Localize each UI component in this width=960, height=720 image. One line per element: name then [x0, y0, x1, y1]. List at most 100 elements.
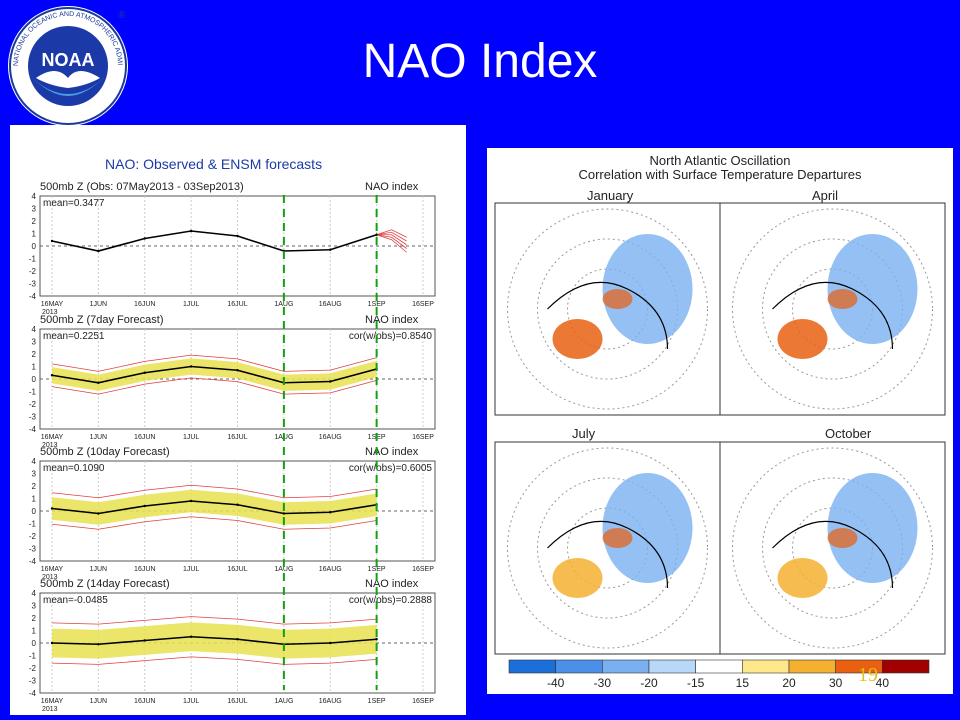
y-tick-label: -3: [29, 413, 37, 422]
correlation-map-svg: North Atlantic Oscillation Correlation w…: [494, 153, 946, 690]
ensemble-spread: [52, 358, 377, 391]
colorbar-label: -40: [547, 676, 565, 690]
positive-anomaly-region: [827, 289, 858, 309]
x-tick-label: 1AUG: [274, 698, 293, 705]
x-tick-label: 16AUG: [319, 301, 342, 308]
x-tick-label: 16JUL: [227, 434, 247, 441]
y-tick-label: -3: [29, 677, 37, 686]
x-tick-label: 1JUL: [183, 301, 199, 308]
nao-data-point: [189, 499, 193, 503]
nao-data-point: [143, 504, 146, 508]
colorbar-label: 15: [736, 676, 750, 690]
month-label: April: [812, 188, 838, 203]
y-tick-label: -4: [29, 557, 37, 566]
colorbar-swatch: [882, 659, 930, 674]
year-label: 2013: [42, 442, 58, 449]
y-tick-label: 2: [32, 482, 37, 491]
nao-data-point: [329, 380, 332, 383]
positive-anomaly-region: [552, 319, 603, 359]
x-tick-label: 16SEP: [412, 566, 434, 573]
y-tick-label: 4: [32, 589, 37, 598]
nao-series-line: [51, 230, 377, 252]
panel-right-label: NAO index: [365, 181, 419, 193]
panel-right-label: NAO index: [365, 578, 419, 590]
cor-label: cor(w/obs)=0.2888: [349, 595, 433, 606]
forecast-plume: [376, 234, 407, 253]
y-tick-label: -3: [29, 545, 37, 554]
latitude-circle: [732, 208, 933, 410]
x-tick-label: 1JUL: [183, 698, 199, 705]
negative-anomaly-region: [602, 473, 693, 583]
y-tick-label: 3: [32, 205, 37, 214]
nao-data-point: [97, 381, 100, 384]
x-tick-label: 16JUL: [227, 301, 247, 308]
ensemble-spread: [52, 622, 377, 659]
panel-label: 500mb Z (10day Forecast): [40, 446, 170, 458]
nao-data-point: [236, 234, 239, 238]
forecast-plume: [376, 231, 407, 242]
nao-data-point: [375, 638, 378, 641]
nao-data-point: [329, 248, 332, 251]
y-tick-label: -1: [29, 255, 37, 264]
nao-data-point: [236, 369, 239, 372]
registered-mark: ®: [118, 10, 126, 21]
month-label: October: [825, 426, 872, 441]
nao-data-point: [375, 233, 378, 236]
y-tick-label: 2: [32, 350, 37, 359]
cor-label: cor(w/obs)=0.6005: [349, 463, 433, 474]
y-tick-label: 1: [32, 495, 37, 504]
x-tick-label: 1JUL: [183, 434, 199, 441]
nao-figure-title: NAO: Observed & ENSM forecasts: [105, 156, 322, 172]
latitude-circle: [507, 447, 708, 649]
x-tick-label: 1SEP: [368, 698, 386, 705]
y-tick-label: 1: [32, 363, 37, 372]
x-tick-label: 16MAY: [41, 566, 64, 573]
ensemble-min-line: [51, 377, 377, 395]
colorbar-label: 40: [876, 676, 890, 690]
positive-anomaly-region: [777, 319, 828, 359]
panel-label: 500mb Z (Obs: 07May2013 - 03Sep2013): [40, 181, 244, 193]
y-tick-label: -3: [29, 280, 37, 289]
x-tick-label: 1SEP: [368, 566, 386, 573]
corr-title-line2: Correlation with Surface Temperature Dep…: [578, 167, 862, 182]
noaa-logo-text: NOAA: [42, 50, 95, 70]
x-tick-label: 16JUN: [134, 301, 155, 308]
y-tick-label: 4: [32, 192, 37, 201]
y-tick-label: -2: [29, 400, 37, 409]
nao-data-point: [329, 641, 332, 645]
x-tick-label: 1JUN: [90, 434, 108, 441]
ensemble-max-line: [51, 354, 377, 372]
colorbar-label: -15: [687, 676, 705, 690]
negative-anomaly-region: [827, 473, 918, 583]
y-tick-label: 2: [32, 614, 37, 623]
nao-data-point: [50, 641, 54, 645]
nao-data-point: [329, 511, 332, 514]
nao-series-line: [51, 500, 377, 515]
y-tick-label: -1: [29, 388, 37, 397]
mean-label: mean=-0.0485: [43, 595, 108, 606]
x-tick-label: 16AUG: [319, 566, 342, 573]
x-tick-label: 16JUN: [134, 566, 155, 573]
y-tick-label: 1: [32, 627, 37, 636]
nao-data-point: [282, 512, 286, 515]
colorbar-label: -20: [640, 676, 658, 690]
x-tick-label: 16MAY: [41, 434, 64, 441]
colorbar-label: 30: [829, 676, 843, 690]
x-tick-label: 16SEP: [412, 434, 434, 441]
mean-label: mean=0.2251: [43, 331, 105, 342]
ensemble-min-line: [51, 516, 377, 530]
coastline: [547, 281, 669, 350]
nao-data-point: [189, 229, 193, 233]
colorbar-swatch: [602, 659, 650, 674]
year-label: 2013: [42, 309, 58, 316]
x-tick-label: 16AUG: [319, 698, 342, 705]
latitude-circle: [732, 447, 933, 649]
x-tick-label: 1AUG: [274, 301, 293, 308]
panel-label: 500mb Z (7day Forecast): [40, 314, 164, 326]
colorbar-swatch: [555, 659, 603, 674]
nao-data-point: [143, 639, 146, 642]
forecast-plume: [376, 234, 407, 249]
noaa-logo: NOAA ® NATIONAL OCEANIC AND ATMOSPHERIC …: [6, 4, 128, 126]
mean-label: mean=0.3477: [43, 198, 105, 209]
nao-data-point: [97, 249, 100, 253]
